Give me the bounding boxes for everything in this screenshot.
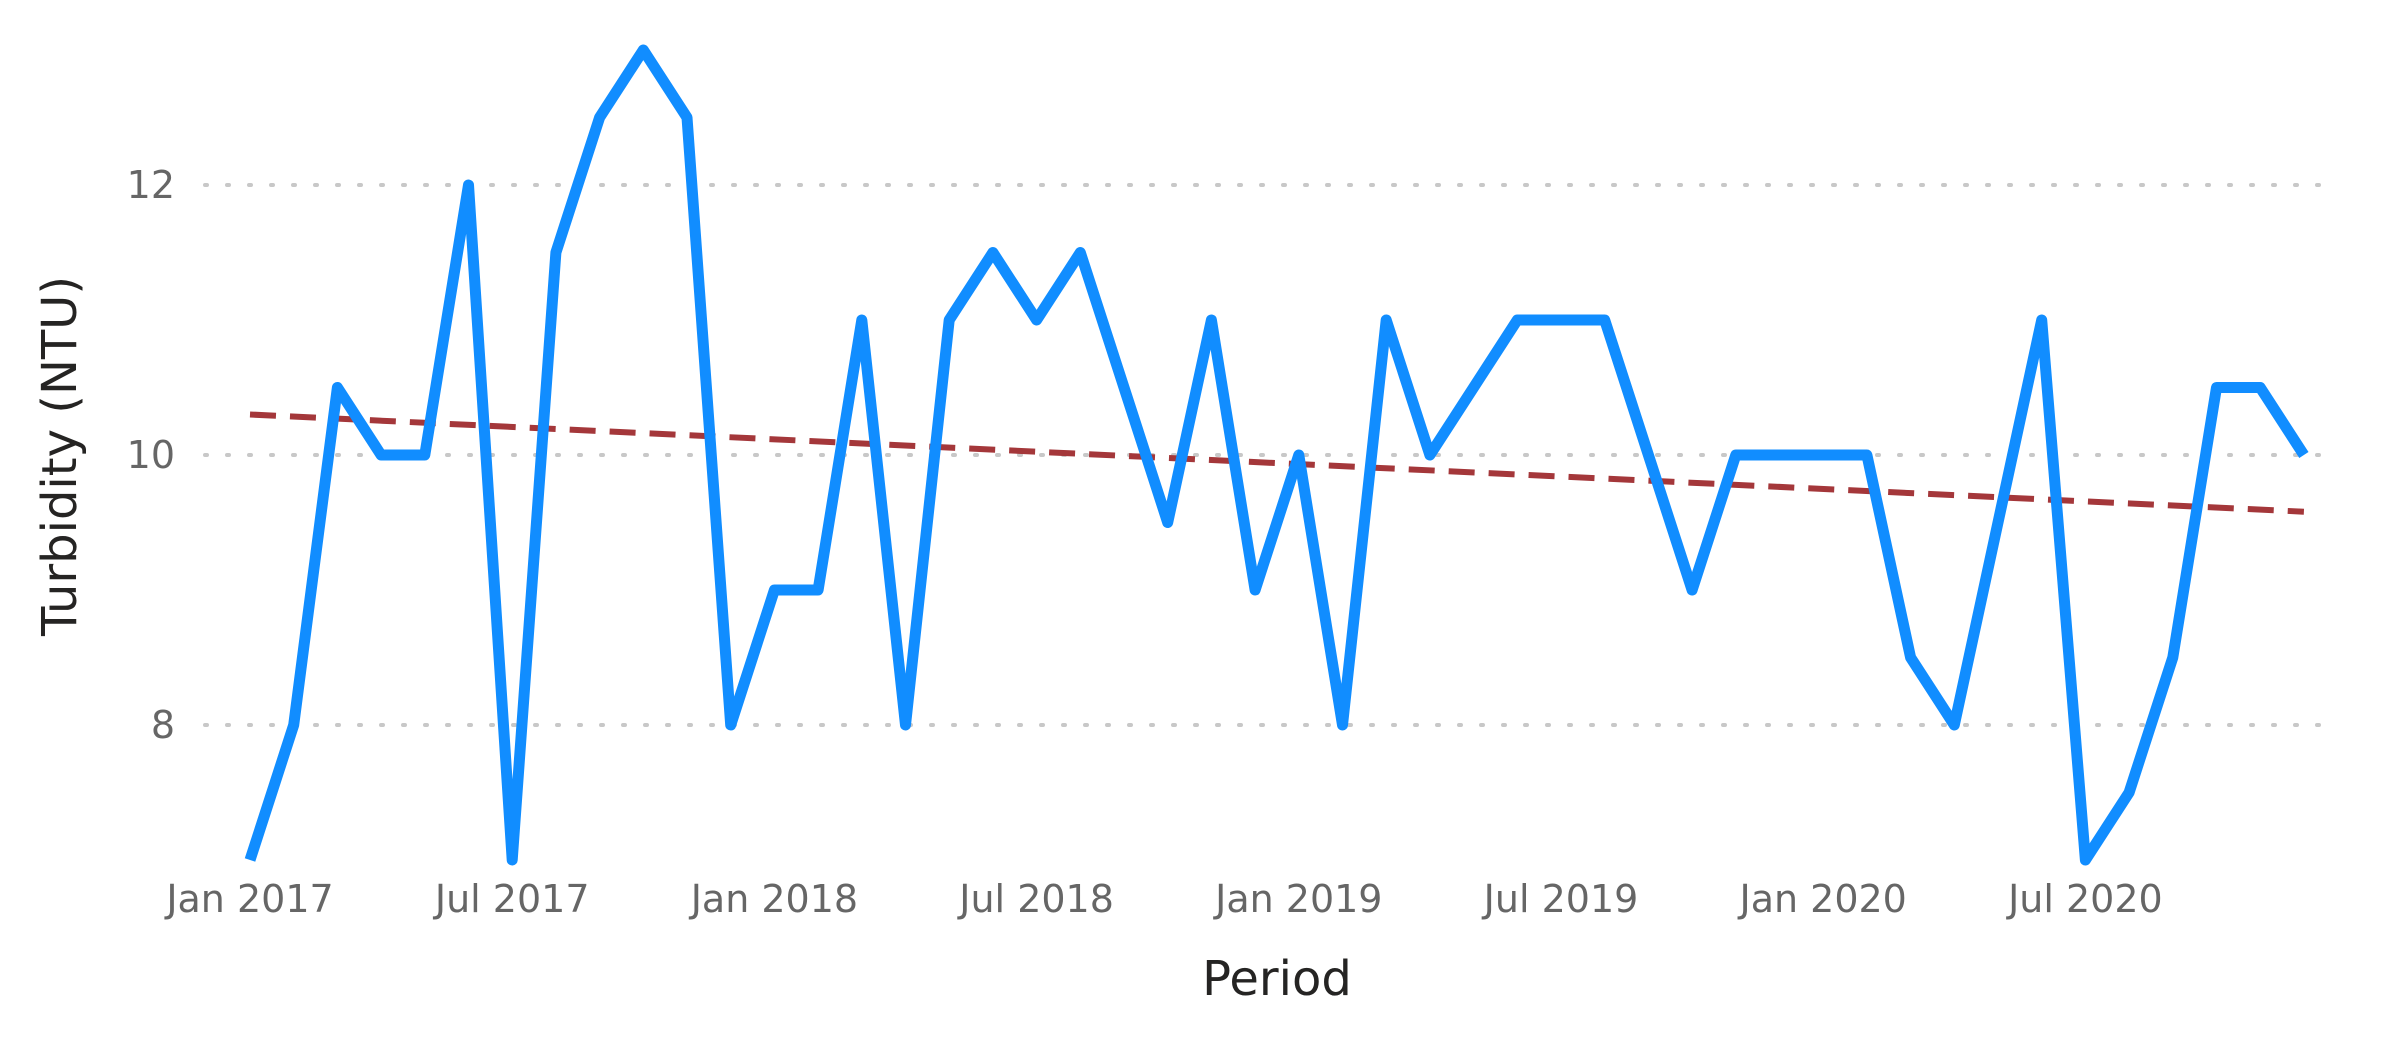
- y-tick-label: 10: [127, 433, 175, 477]
- x-tick-label: Jan 2018: [689, 877, 858, 921]
- trend-line: [249, 411, 2305, 515]
- x-tick-label: Jan 2019: [1213, 877, 1382, 921]
- x-tick-label: Jul 2020: [2006, 877, 2163, 921]
- y-axis-title: Turbidity (NTU): [32, 276, 88, 637]
- y-tick-label: 12: [127, 163, 175, 207]
- y-tick-label: 8: [151, 703, 175, 747]
- x-axis-title: Period: [1202, 951, 1352, 1007]
- y-axis-ticks: 8 10 12: [127, 163, 175, 747]
- x-tick-label: Jul 2018: [957, 877, 1114, 921]
- gridlines: [203, 183, 2337, 727]
- x-tick-label: Jul 2019: [1482, 877, 1639, 921]
- x-axis-ticks: Jan 2017 Jul 2017 Jan 2018 Jul 2018 Jan 2019…: [164, 877, 2162, 921]
- series-group: [244, 44, 2309, 866]
- x-tick-label: Jan 2020: [1738, 877, 1907, 921]
- x-tick-label: Jan 2017: [164, 877, 333, 921]
- trend-line-group: [249, 411, 2305, 515]
- x-tick-label: Jul 2017: [433, 877, 590, 921]
- series-line-0: [244, 44, 2309, 866]
